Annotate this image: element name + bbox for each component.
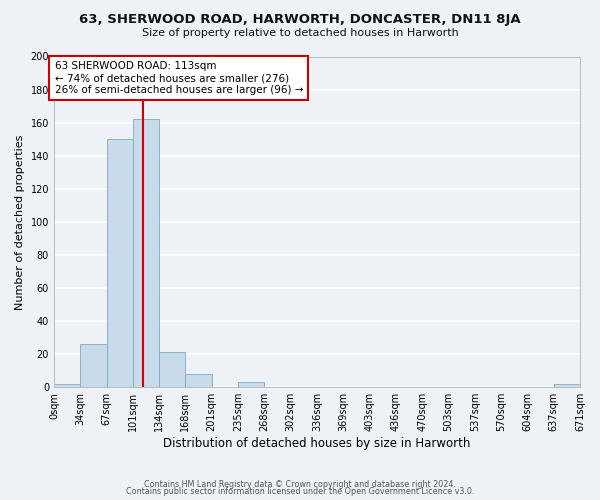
Bar (238, 382, 265, 387)
Text: Contains HM Land Registry data © Crown copyright and database right 2024.: Contains HM Land Registry data © Crown c… (144, 480, 456, 489)
Y-axis label: Number of detached properties: Number of detached properties (15, 134, 25, 310)
Text: 63 SHERWOOD ROAD: 113sqm
← 74% of detached houses are smaller (276)
26% of semi-: 63 SHERWOOD ROAD: 113sqm ← 74% of detach… (55, 62, 303, 94)
Bar (133, 120, 159, 387)
X-axis label: Distribution of detached houses by size in Harworth: Distribution of detached houses by size … (163, 437, 470, 450)
Bar (185, 374, 212, 387)
Bar (54, 384, 80, 387)
Text: Contains public sector information licensed under the Open Government Licence v3: Contains public sector information licen… (126, 488, 474, 496)
Bar (159, 352, 185, 387)
Bar (107, 139, 133, 387)
Bar (80, 344, 107, 387)
Bar (554, 384, 580, 387)
Text: Size of property relative to detached houses in Harworth: Size of property relative to detached ho… (142, 28, 458, 38)
Text: 63, SHERWOOD ROAD, HARWORTH, DONCASTER, DN11 8JA: 63, SHERWOOD ROAD, HARWORTH, DONCASTER, … (79, 12, 521, 26)
